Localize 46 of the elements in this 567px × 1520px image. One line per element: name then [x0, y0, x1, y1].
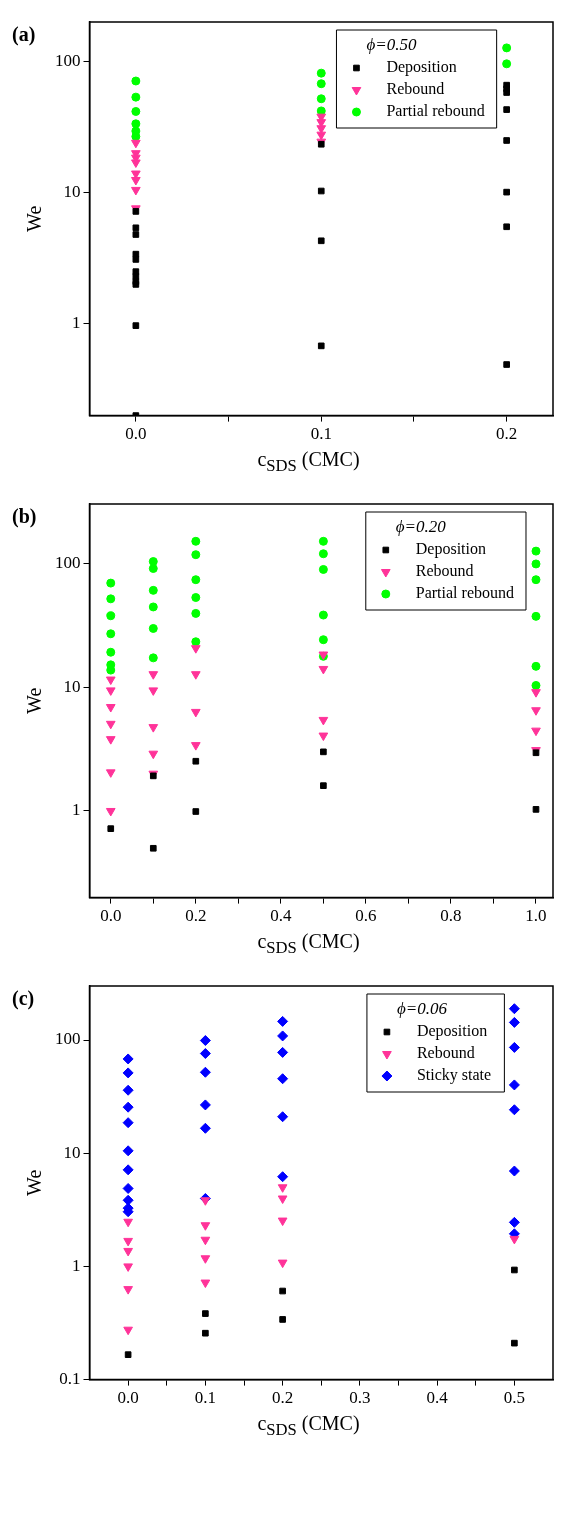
x-tick-label: 0.2 — [496, 424, 518, 444]
x-tick-label: 0.6 — [355, 906, 377, 926]
x-axis-title: c$_{SDS}$ (CMC) — [256, 930, 361, 958]
x-tick-label: 0.0 — [100, 906, 122, 926]
legend-label: Deposition — [386, 58, 457, 77]
x-tick-label: 0.3 — [349, 1388, 371, 1408]
legend-label: Rebound — [416, 1044, 475, 1062]
y-axis-title: We — [23, 1169, 46, 1196]
y-axis-title: We — [23, 687, 46, 714]
legend-label: Partial rebound — [415, 584, 514, 602]
legend-label: Sticky state — [416, 1066, 492, 1085]
y-tick-label: 100 — [55, 1029, 81, 1049]
y-tick-label: 1 — [72, 800, 81, 820]
y-tick-label: 10 — [63, 1142, 81, 1162]
chart-title: (c) — [12, 987, 35, 1011]
y-tick-label: 10 — [63, 676, 81, 696]
y-tick-label: 1 — [72, 313, 81, 333]
x-tick-label: 0.2 — [185, 906, 207, 926]
legend-label: Rebound — [386, 80, 445, 98]
legend-label: Deposition — [416, 1022, 488, 1041]
x-tick-label: 1.0 — [525, 906, 547, 926]
x-tick-label: 0.8 — [440, 906, 462, 926]
x-tick-label: 0.1 — [194, 1388, 216, 1408]
x-tick-label: 0.2 — [272, 1388, 294, 1408]
legend-label: Rebound — [415, 562, 474, 580]
x-axis-title: c$_{SDS}$ (CMC) — [256, 448, 361, 476]
legend-label: Partial rebound — [386, 102, 485, 120]
x-tick-label: 0.0 — [125, 424, 147, 444]
y-tick-label: 10 — [63, 182, 81, 202]
legend-title: ϕ=0.20 — [395, 517, 447, 537]
x-tick-label: 0.4 — [426, 1388, 449, 1408]
y-tick-label: 100 — [55, 50, 81, 70]
legend-title: ϕ=0.06 — [396, 999, 448, 1019]
legend-title: ϕ=0.50 — [366, 35, 417, 55]
y-tick-label: 1 — [72, 1255, 81, 1275]
chart-title: (a) — [12, 23, 36, 47]
chart-title: (b) — [12, 505, 37, 529]
x-tick-label: 0.0 — [117, 1388, 139, 1408]
x-axis-title: c$_{SDS}$ (CMC) — [256, 1412, 361, 1440]
legend-label: Deposition — [415, 540, 487, 559]
x-tick-label: 0.5 — [503, 1388, 525, 1408]
y-tick-label: 100 — [55, 552, 81, 572]
y-tick-label: 0.1 — [59, 1369, 81, 1389]
y-axis-title: We — [23, 205, 46, 232]
x-tick-label: 0.4 — [270, 906, 292, 926]
x-tick-label: 0.1 — [310, 424, 332, 444]
